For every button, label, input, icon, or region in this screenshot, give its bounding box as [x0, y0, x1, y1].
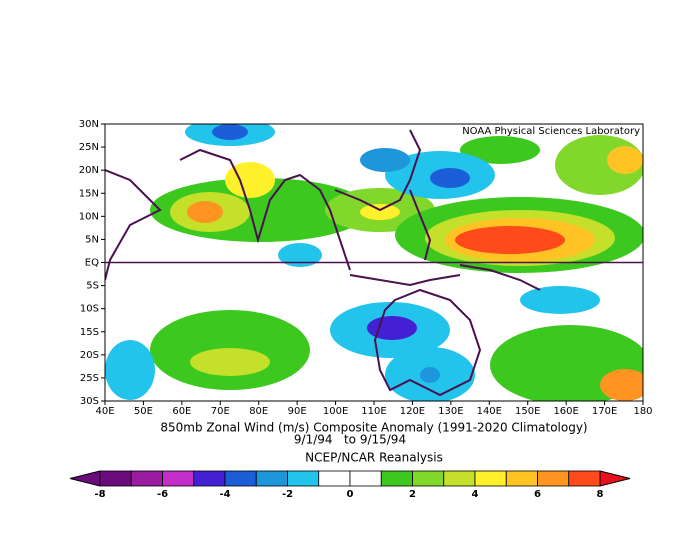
colorbar-box	[568, 470, 601, 487]
lon-label: 160E	[553, 406, 578, 417]
lon-label: 140E	[477, 406, 502, 417]
colorbar-over	[599, 470, 631, 487]
lat-label: 10S	[80, 304, 99, 315]
lat-label: 25N	[79, 142, 99, 153]
lon-label: 50E	[134, 406, 153, 417]
lon-label: 120E	[400, 406, 425, 417]
lon-label: 90E	[288, 406, 307, 417]
lon-label: 170E	[592, 406, 617, 417]
lat-label: 20N	[79, 165, 99, 176]
lon-label: 150E	[515, 406, 540, 417]
lat-label: 30S	[80, 396, 99, 407]
colorbar-box	[193, 470, 226, 487]
colorbar-label: 6	[534, 489, 541, 500]
colorbar-box	[474, 470, 507, 487]
colorbar-box	[505, 470, 538, 487]
lon-label: 100E	[323, 406, 348, 417]
colorbar-under	[69, 470, 101, 487]
colorbar-label: 8	[597, 489, 604, 500]
colorbar-box	[380, 470, 413, 487]
lat-label: 5S	[86, 281, 99, 292]
colorbar-box	[224, 470, 257, 487]
credit: NOAA Physical Sciences Laboratory	[462, 126, 640, 137]
lon-label: 180	[633, 406, 652, 417]
colorbar-label: -4	[219, 489, 230, 500]
colorbar-box	[162, 470, 195, 487]
lon-label: 60E	[172, 406, 191, 417]
colorbar-label: 0	[347, 489, 354, 500]
title: 850mb Zonal Wind (m/s) Composite Anomaly…	[160, 421, 587, 435]
lon-label: 110E	[361, 406, 386, 417]
colorbar-box	[443, 470, 476, 487]
lat-label: 25S	[80, 373, 99, 384]
colorbar-box	[318, 470, 351, 487]
lon-label: 80E	[249, 406, 268, 417]
lat-label: 10N	[79, 211, 99, 222]
lat-label: 20S	[80, 350, 99, 361]
colorbar-box	[537, 470, 570, 487]
colorbar-box	[255, 470, 288, 487]
source: NCEP/NCAR Reanalysis	[305, 451, 443, 465]
field	[105, 124, 643, 401]
colorbar-label: -8	[94, 489, 105, 500]
lon-label: 40E	[95, 406, 114, 417]
colorbar-label: -6	[157, 489, 168, 500]
lon-label: 70E	[211, 406, 230, 417]
colorbar-label: -2	[282, 489, 293, 500]
colorbar-label: 4	[472, 489, 479, 500]
colorbar-box	[99, 470, 132, 487]
lat-label: EQ	[85, 258, 99, 269]
colorbar-box	[130, 470, 163, 487]
colorbar-box	[287, 470, 320, 487]
dates: 9/1/94 to 9/15/94	[294, 433, 406, 447]
lat-label: 15N	[79, 188, 99, 199]
lat-label: 30N	[79, 119, 99, 130]
lat-label: 5N	[85, 234, 99, 245]
colorbar-box	[412, 470, 445, 487]
lat-label: 15S	[80, 327, 99, 338]
colorbar-box	[349, 470, 382, 487]
colorbar-label: 2	[409, 489, 416, 500]
lon-label: 130E	[438, 406, 463, 417]
